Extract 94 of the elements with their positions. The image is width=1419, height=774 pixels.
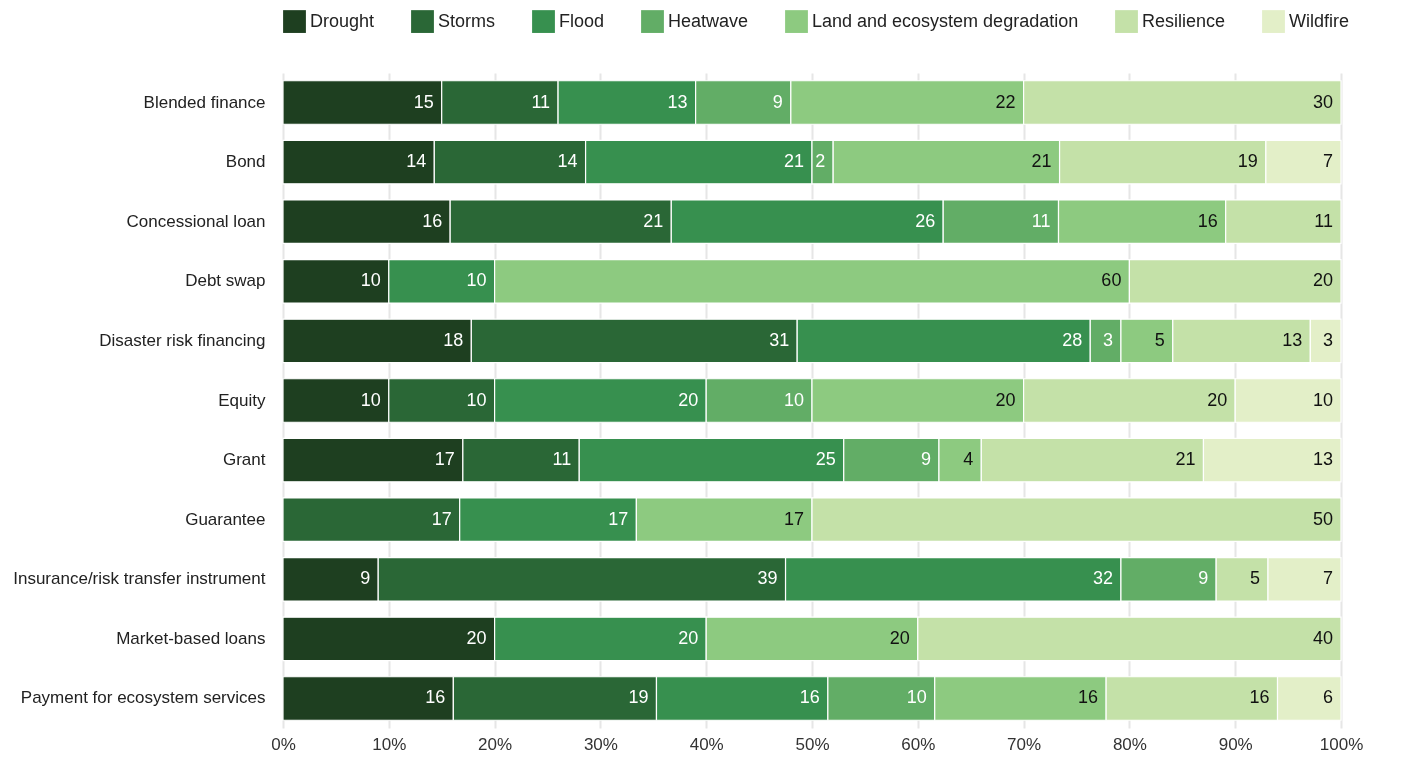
data-label: 13 (667, 91, 688, 112)
data-label: 9 (920, 449, 931, 470)
data-label: 31 (769, 329, 790, 350)
data-label: 28 (1062, 329, 1083, 350)
data-label: 5 (1154, 329, 1165, 350)
data-label: 11 (531, 91, 551, 112)
x-tick-label: 50% (795, 734, 830, 754)
x-tick-label: 100% (1319, 734, 1364, 754)
x-tick-label: 90% (1218, 734, 1253, 754)
y-tick-label: Concessional loan (126, 211, 266, 231)
data-label: 11 (1314, 210, 1333, 231)
legend-label: Flood (559, 10, 605, 31)
y-tick-label: Insurance/risk transfer instrument (13, 569, 266, 589)
data-label: 9 (1198, 568, 1209, 589)
legend-label: Storms (438, 10, 496, 31)
data-label: 13 (1282, 329, 1303, 350)
legend-label: Heatwave (668, 10, 749, 31)
data-label: 10 (360, 270, 381, 291)
y-tick-label: Blended finance (143, 92, 266, 112)
x-tick-label: 30% (583, 734, 618, 754)
y-tick-label: Equity (218, 390, 266, 410)
data-label: 18 (443, 329, 464, 350)
data-label: 20 (995, 389, 1016, 410)
data-label: 2 (815, 151, 826, 172)
data-label: 10 (360, 389, 381, 410)
data-label: 19 (628, 687, 649, 708)
legend-label: Wildfire (1289, 10, 1350, 31)
data-label: 17 (783, 508, 804, 529)
data-label: 10 (906, 687, 927, 708)
x-tick-label: 20% (478, 734, 513, 754)
data-label: 26 (915, 210, 936, 231)
data-label: 17 (431, 508, 452, 529)
data-label: 17 (608, 508, 629, 529)
data-label: 3 (1322, 329, 1333, 350)
data-label: 5 (1249, 568, 1260, 589)
x-tick-label: 60% (901, 734, 936, 754)
data-label: 16 (1197, 210, 1218, 231)
data-label: 15 (413, 91, 434, 112)
data-label: 16 (1249, 687, 1270, 708)
data-label: 30 (1312, 91, 1333, 112)
data-label: 40 (1312, 627, 1333, 648)
data-label: 21 (783, 151, 804, 172)
data-label: 21 (1175, 449, 1196, 470)
data-label: 20 (466, 627, 487, 648)
data-label: 17 (434, 449, 455, 470)
legend-label: Drought (310, 10, 375, 31)
data-label: 50 (1312, 508, 1333, 529)
y-tick-label: Grant (222, 450, 266, 470)
y-tick-label: Guarantee (185, 509, 266, 529)
data-label: 9 (360, 568, 371, 589)
data-label: 13 (1312, 449, 1333, 470)
x-tick-label: 80% (1112, 734, 1147, 754)
data-label: 3 (1102, 329, 1113, 350)
x-tick-label: 10% (372, 734, 407, 754)
data-label: 16 (799, 687, 820, 708)
data-label: 20 (1207, 389, 1228, 410)
y-tick-label: Debt swap (185, 271, 266, 291)
data-label: 20 (889, 627, 910, 648)
data-label: 20 (1312, 270, 1333, 291)
y-tick-label: Market-based loans (116, 628, 266, 648)
data-label: 16 (422, 210, 443, 231)
x-tick-label: 70% (1007, 734, 1042, 754)
data-label: 16 (1078, 687, 1099, 708)
data-label: 25 (815, 449, 836, 470)
y-tick-label: Disaster risk financing (99, 330, 266, 350)
data-label: 11 (552, 449, 572, 470)
data-label: 10 (466, 270, 487, 291)
data-label: 9 (772, 91, 783, 112)
data-label: 10 (783, 389, 804, 410)
data-label: 10 (466, 389, 487, 410)
data-label: 16 (425, 687, 446, 708)
x-tick-label: 40% (689, 734, 724, 754)
legend-label: Resilience (1142, 10, 1226, 31)
data-label: 20 (678, 627, 699, 648)
data-label: 4 (963, 449, 974, 470)
data-label: 6 (1322, 687, 1333, 708)
data-label: 21 (1031, 151, 1052, 172)
data-label: 19 (1237, 151, 1258, 172)
y-tick-label: Payment for ecosystem services (20, 688, 266, 708)
data-label: 11 (1031, 210, 1051, 231)
data-label: 32 (1092, 568, 1113, 589)
data-label: 20 (678, 389, 699, 410)
data-label: 39 (757, 568, 778, 589)
data-label: 10 (1312, 389, 1333, 410)
data-label: 7 (1322, 568, 1333, 589)
data-label: 14 (557, 151, 578, 172)
x-tick-label: 0% (271, 734, 296, 754)
data-label: 21 (643, 210, 664, 231)
data-label: 22 (995, 91, 1016, 112)
data-label: 7 (1322, 151, 1333, 172)
y-tick-label: Bond (225, 152, 266, 172)
data-label: 60 (1101, 270, 1122, 291)
data-label: 14 (406, 151, 427, 172)
legend-label: Land and ecosystem degradation (812, 10, 1079, 31)
